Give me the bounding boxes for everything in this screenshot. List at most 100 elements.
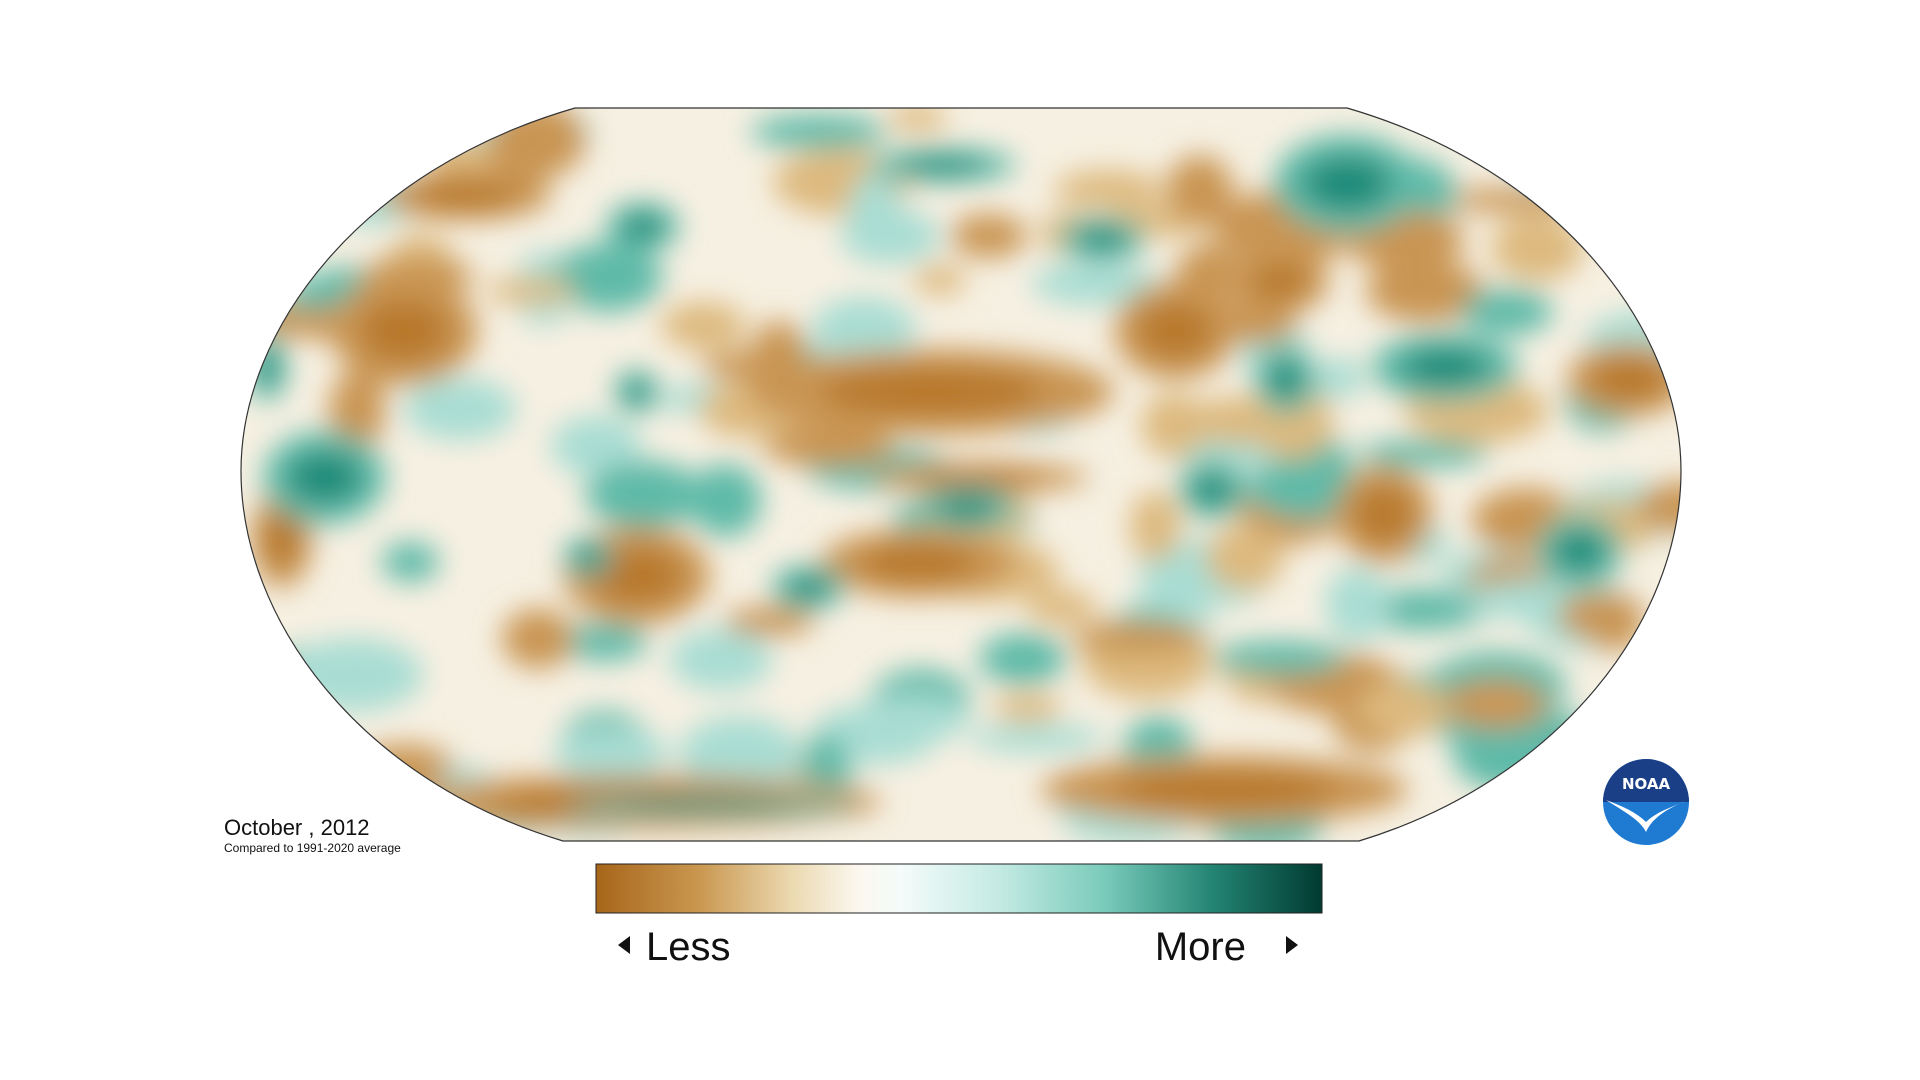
anomaly-patch — [937, 496, 997, 521]
anomaly-patch — [689, 463, 762, 538]
anomaly-patch — [812, 297, 916, 362]
anomaly-patch — [241, 266, 285, 325]
anomaly-patch — [1114, 770, 1335, 809]
anomaly-patch — [404, 378, 516, 440]
anomaly-patch — [679, 716, 801, 792]
anomaly-patch — [1138, 303, 1213, 358]
anomaly-patch — [1129, 490, 1181, 562]
anomaly-patch — [487, 108, 587, 179]
anomaly-patch — [889, 108, 947, 131]
anomaly-patch — [241, 749, 280, 814]
map-caption: Compared to 1991-2020 average — [224, 841, 401, 855]
map-date: October , 2012 — [224, 815, 370, 840]
map-outline — [240, 107, 1682, 842]
less-arrow — [618, 936, 630, 954]
anomaly-patch — [950, 213, 1028, 258]
anomaly-patch — [1491, 215, 1584, 282]
anomaly-patch — [622, 800, 799, 812]
anomaly-patch — [1635, 481, 1681, 534]
anomaly-patch — [287, 451, 362, 504]
anomaly-patch — [1400, 348, 1489, 387]
anomaly-patch — [1358, 440, 1490, 468]
anomaly-patch — [786, 575, 831, 600]
anomaly-patch — [913, 265, 967, 295]
anomaly-patch — [1267, 360, 1305, 399]
logo-top — [1603, 759, 1689, 802]
anomaly-patch — [992, 693, 1063, 722]
anomaly-patch — [1166, 155, 1234, 225]
anomaly-patch — [1516, 125, 1600, 187]
anomaly-patch — [1443, 679, 1548, 729]
anomaly-patch — [1325, 567, 1390, 642]
anomaly-patch — [1642, 108, 1681, 179]
map-area — [241, 108, 1681, 841]
anomaly-patch — [381, 541, 440, 582]
anomaly-patch — [1443, 187, 1583, 213]
anomaly-patch — [1250, 264, 1310, 299]
color-bar — [595, 863, 1323, 914]
anomaly-patch — [753, 321, 804, 368]
legend-low: Less — [646, 925, 731, 969]
anomaly-patch — [1557, 591, 1645, 641]
anomaly-patch — [559, 623, 648, 661]
anomaly-patch — [1596, 130, 1650, 208]
anomaly-patch — [660, 301, 747, 350]
anomaly-patch — [1205, 525, 1284, 592]
anomaly-patch — [1076, 226, 1128, 251]
anomaly-patch — [762, 427, 894, 467]
anomaly-patch — [966, 724, 1106, 752]
anomaly-patch — [1191, 473, 1233, 506]
anomaly-patch — [1576, 108, 1681, 167]
anomaly-patch — [1553, 530, 1606, 572]
anomaly-patch — [1461, 288, 1554, 335]
anomaly-patch — [1640, 158, 1681, 184]
anomaly-patch — [263, 511, 301, 566]
anomaly-patch — [328, 371, 386, 450]
anomaly-patch — [1356, 681, 1449, 737]
anomaly-patch — [360, 300, 449, 361]
anomaly-patch — [1026, 589, 1098, 626]
anomaly-patch — [725, 606, 815, 636]
legend-high: More — [1155, 925, 1246, 969]
anomaly-patch — [820, 368, 1041, 416]
anomaly-patch — [669, 628, 772, 691]
noaa-logo: NOAA — [1603, 759, 1689, 845]
anomaly-patch — [620, 213, 665, 241]
anomaly-patch — [1591, 359, 1666, 400]
logo-text: NOAA — [1622, 775, 1671, 793]
anomaly-patch — [485, 277, 577, 305]
anomaly-patch — [898, 155, 987, 175]
anomaly-patch — [1053, 170, 1163, 208]
anomaly-patch — [1570, 136, 1637, 182]
anomaly-patch — [623, 379, 650, 404]
anomaly-patch — [592, 548, 681, 603]
anomaly-patch — [750, 115, 888, 149]
anomaly-patch — [1365, 260, 1485, 323]
more-arrow — [1286, 936, 1298, 954]
anomaly-patch — [1313, 357, 1365, 399]
anomaly-patch — [1212, 641, 1347, 676]
anomaly-patch — [501, 608, 574, 669]
anomaly-patch — [573, 546, 603, 568]
anomaly-patch — [1031, 262, 1161, 305]
anomaly-patch — [856, 694, 970, 741]
anomaly-patch — [1302, 156, 1392, 211]
anomaly-patch — [551, 415, 642, 477]
anomaly-patch — [552, 243, 663, 312]
anomaly-patch — [241, 687, 274, 754]
anomaly-patch — [979, 633, 1066, 685]
anomaly-patch — [413, 182, 517, 210]
anomaly-patch — [1248, 457, 1365, 519]
anomaly-patch — [241, 262, 312, 289]
anomaly-field — [241, 108, 1681, 841]
anomaly-patch — [848, 173, 900, 248]
logo-gull — [1606, 800, 1688, 832]
anomaly-patch — [268, 200, 329, 230]
anomaly-patch — [913, 469, 1046, 486]
anomaly-patch — [1354, 487, 1414, 542]
anomaly-patch — [585, 460, 704, 529]
anomaly-patch — [1070, 621, 1207, 655]
anomaly-patch — [284, 637, 424, 712]
